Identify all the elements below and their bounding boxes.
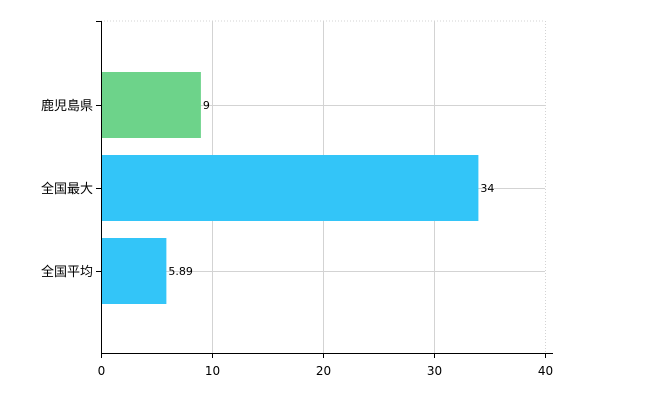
bar-1 (101, 72, 201, 138)
x-tick-label-20: 20 (316, 364, 331, 378)
data-label-2: 34 (480, 182, 494, 195)
axis-layer (96, 21, 553, 358)
category-label-1: 鹿児島県 (41, 98, 93, 114)
data-label-3: 5.89 (168, 265, 193, 278)
bar-3 (101, 238, 167, 304)
category-label-3: 全国平均 (41, 264, 93, 280)
x-tick-label-10: 10 (205, 364, 220, 378)
bar-2 (101, 155, 479, 221)
x-tick-label-40: 40 (538, 364, 553, 378)
x-tick-label-0: 0 (98, 364, 106, 378)
data-label-1: 9 (203, 99, 210, 112)
category-label-2: 全国最大 (41, 181, 93, 197)
bars-layer (101, 72, 479, 304)
x-tick-label-30: 30 (427, 364, 442, 378)
